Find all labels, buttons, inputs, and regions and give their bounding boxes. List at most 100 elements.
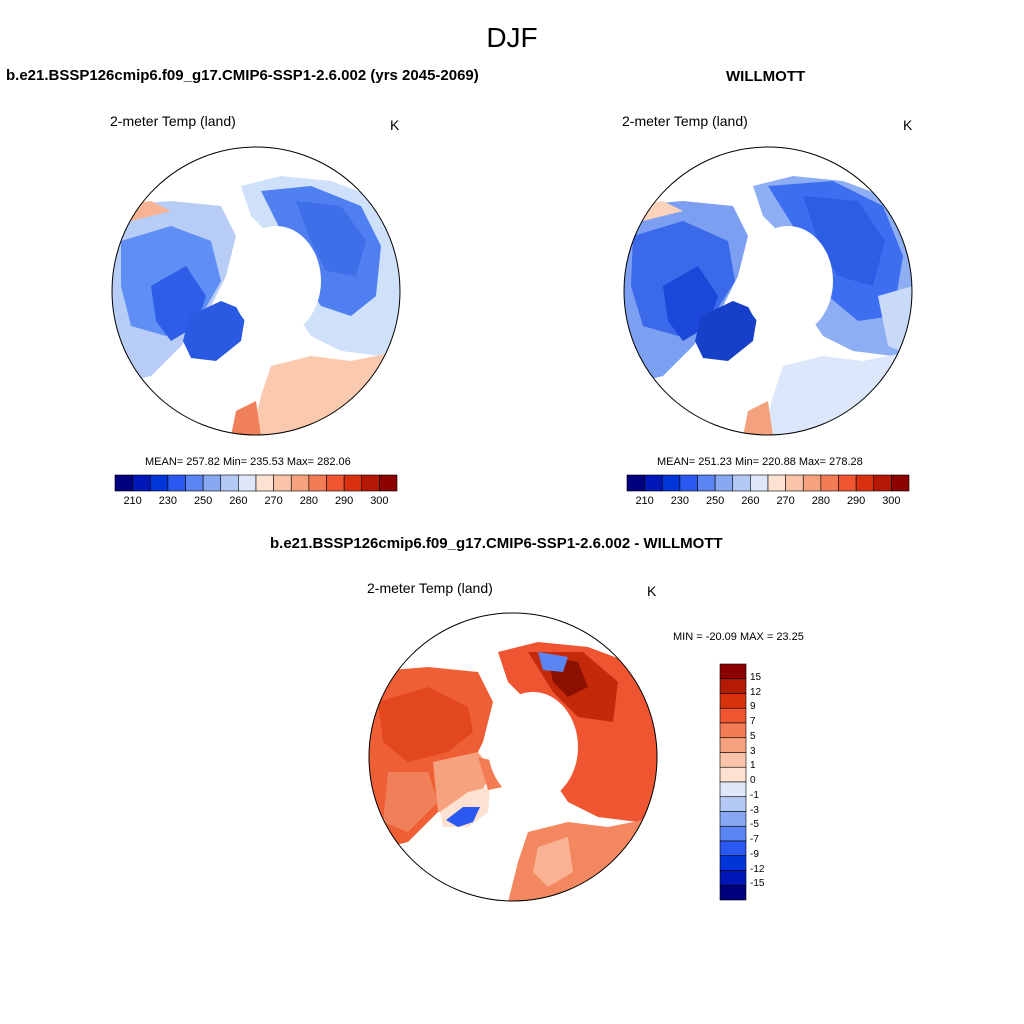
panel-2-colorbar-swatch	[661, 474, 681, 492]
panel-2-colorbar-tick-label: 300	[882, 495, 901, 507]
panel-2-colorbar-swatch	[750, 474, 769, 492]
panel-3-colorbar-swatch	[719, 825, 747, 842]
panel-1-colorbar-tick-label: 280	[299, 495, 319, 507]
panel-1-colorbar-tick-label: 270	[264, 495, 283, 507]
panel-3-colorbar-swatch	[719, 884, 747, 901]
panel-3-variable-label: 2-meter Temp (land)	[367, 580, 493, 596]
panel-1-colorbar-tick-label: 230	[158, 495, 178, 507]
panel-3-stats: MIN = -20.09 MAX = 23.25	[673, 631, 804, 643]
panel-1-colorbar-swatch	[132, 474, 151, 492]
panel-1-colorbar-swatch	[290, 474, 310, 492]
panel-2-colorbar-swatch	[679, 474, 698, 492]
panel-2-colorbar-tick-label: 270	[776, 495, 795, 507]
panel-2-colorbar-swatch	[820, 474, 839, 492]
panel-2-colorbar-swatch	[732, 474, 751, 492]
panel-2-colorbar-swatch	[697, 474, 716, 492]
panel-1-heading: b.e21.BSSP126cmip6.f09_g17.CMIP6-SSP1-2.…	[6, 67, 479, 84]
panel-3-colorbar-swatch	[719, 752, 747, 768]
panel-2-variable-label: 2-meter Temp (land)	[622, 113, 748, 129]
panel-3-colorbar-tick-label: 1	[750, 760, 756, 772]
panel-3-colorbar-tick-label: -9	[750, 848, 759, 860]
panel-3-units: K	[647, 583, 657, 599]
panel-1-colorbar-swatch	[114, 474, 133, 492]
panel-1-colorbar-swatch	[220, 474, 239, 492]
panel-3-colorbar-tick-label: -7	[750, 834, 759, 845]
panel-1-units: K	[390, 117, 400, 133]
panel-1-polar-map	[111, 146, 401, 436]
panel-3-colorbar-tick-label: 7	[750, 716, 756, 727]
panel-2-units: K	[903, 117, 913, 133]
panel-2-colorbar-swatch	[873, 474, 892, 492]
panel-2-colorbar-swatch	[802, 474, 822, 492]
panel-1-colorbar-swatch	[326, 474, 345, 492]
panel-3-colorbar-swatch	[719, 840, 747, 857]
panel-1-colorbar-tick-label: 250	[193, 495, 213, 507]
panel-1-colorbar-tick-label: 300	[370, 495, 389, 507]
panel-3-colorbar-tick-label: 15	[750, 671, 762, 683]
panel-1-colorbar-ticks: 210 230 250 260 270 280 290 300	[115, 495, 397, 509]
panel-3-colorbar-swatch	[719, 678, 747, 694]
panel-3-colorbar-swatch	[719, 870, 747, 886]
panel-3-colorbar-swatch	[719, 693, 747, 709]
panel-3-colorbar-tick-label: -3	[750, 804, 759, 816]
panel-1-colorbar-tick-label: 260	[229, 495, 248, 507]
panel-1-colorbar-swatch	[238, 474, 257, 492]
panel-2-colorbar-tick-label: 230	[670, 495, 690, 507]
panel-3-colorbar-tick-label: 12	[750, 686, 762, 698]
panel-3-heading: b.e21.BSSP126cmip6.f09_g17.CMIP6-SSP1-2.…	[270, 535, 723, 552]
panel-2-colorbar-swatch	[785, 474, 804, 492]
panel-3-colorbar-swatch	[719, 722, 747, 739]
panel-3-colorbar-ticks: 15 12 9 7 5 3 1 0 -1 -3 -5 -7 -9 -12 -15	[750, 664, 790, 900]
panel-3-colorbar-tick-label: 0	[750, 775, 756, 786]
panel-3-colorbar-swatch	[719, 811, 747, 827]
panel-3-colorbar-swatch	[719, 663, 747, 680]
panel-1-variable-label: 2-meter Temp (land)	[110, 113, 236, 129]
panel-2-colorbar-swatch	[767, 474, 786, 492]
panel-3-colorbar-swatch	[719, 707, 747, 724]
panel-3-colorbar-swatch	[719, 855, 747, 871]
panel-3-colorbar-tick-label: -5	[750, 819, 759, 831]
panel-3-colorbar-tick-label: 5	[750, 730, 756, 742]
panel-2-heading: WILLMOTT	[726, 68, 806, 85]
panel-1-stats: MEAN= 257.82 Min= 235.53 Max= 282.06	[145, 456, 351, 468]
panel-3-colorbar-swatch	[719, 766, 747, 783]
panel-2-polar-map	[623, 146, 913, 436]
panel-3-colorbar-tick-label: 3	[750, 745, 756, 757]
panel-2-colorbar-swatch	[891, 474, 910, 492]
panel-3-colorbar-tick-label: -1	[750, 789, 759, 801]
panel-2-colorbar-ticks: 210 230 250 260 270 280 290 300	[627, 495, 909, 509]
panel-1-colorbar-swatch	[379, 474, 398, 492]
panel-3-polar-map	[368, 612, 658, 902]
panel-2-colorbar-swatch	[714, 474, 734, 492]
panel-2-colorbar-swatch	[644, 474, 663, 492]
panel-1-colorbar-swatch	[308, 474, 327, 492]
panel-1-colorbar-swatch	[273, 474, 292, 492]
panel-3-colorbar-tick-label: -15	[750, 878, 765, 890]
panel-3-colorbar-swatch	[719, 781, 747, 798]
panel-1-colorbar-swatch	[361, 474, 380, 492]
panel-3-colorbar-swatch	[719, 737, 747, 753]
panel-3-colorbar-tick-label: -12	[750, 863, 765, 875]
panel-2-colorbar-tick-label: 210	[635, 495, 654, 507]
panel-2-stats: MEAN= 251.23 Min= 220.88 Max= 278.28	[657, 456, 863, 468]
panel-2-colorbar-swatch	[626, 474, 645, 492]
panel-1-colorbar-tick-label: 290	[334, 495, 354, 507]
panel-2-colorbar-swatch	[838, 474, 857, 492]
panel-2-colorbar-tick-label: 260	[741, 495, 760, 507]
panel-1-colorbar-swatch	[202, 474, 222, 492]
panel-2-colorbar-tick-label: 290	[846, 495, 866, 507]
panel-3-colorbar-swatch	[719, 796, 747, 812]
panel-1-colorbar-tick-label: 210	[123, 495, 142, 507]
panel-1-colorbar	[114, 474, 398, 492]
panel-1-colorbar-swatch	[185, 474, 204, 492]
panel-2-colorbar	[626, 474, 910, 492]
panel-1-colorbar-swatch	[149, 474, 169, 492]
panel-2-colorbar-swatch	[855, 474, 875, 492]
panel-3-colorbar-tick-label: 9	[750, 701, 756, 713]
panel-2-colorbar-tick-label: 280	[811, 495, 831, 507]
figure-title: DJF	[486, 22, 538, 53]
panel-1-colorbar-swatch	[343, 474, 363, 492]
panel-3-colorbar	[719, 663, 747, 901]
panel-2-colorbar-tick-label: 250	[705, 495, 725, 507]
panel-1-colorbar-swatch	[167, 474, 186, 492]
